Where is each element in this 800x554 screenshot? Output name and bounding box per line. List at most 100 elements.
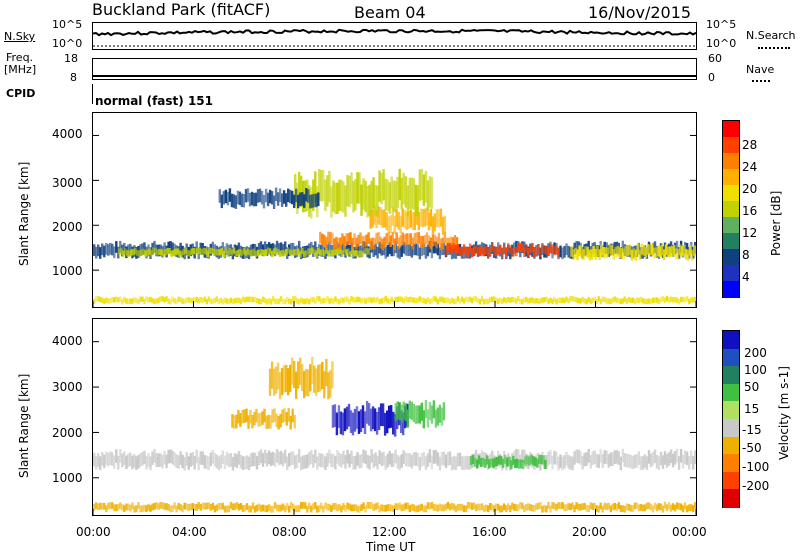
heatmap-cell [541, 297, 544, 303]
heatmap-cell [314, 502, 317, 509]
heatmap-cell [266, 247, 270, 254]
power-cbar-tick-8: 8 [742, 248, 750, 262]
heatmap-cell [491, 503, 494, 511]
freq-unit-label: [MHz] [4, 63, 37, 76]
heatmap-cell [138, 250, 141, 257]
heatmap-cell [399, 235, 402, 247]
heatmap-cell [390, 176, 393, 208]
heatmap-cell [389, 235, 392, 247]
heatmap-cell [288, 505, 291, 513]
heatmap-cell [542, 455, 545, 465]
heatmap-cell [272, 195, 276, 209]
heatmap-cell [408, 177, 411, 210]
heatmap-cell [308, 452, 311, 466]
heatmap-cell [336, 450, 339, 464]
power-cbar-tick-28: 28 [742, 138, 758, 152]
heatmap-cell [97, 296, 100, 302]
heatmap-cell [338, 299, 341, 305]
heatmap-cell [235, 297, 239, 303]
xaxis-label: Time UT [366, 540, 416, 554]
heatmap-cell [271, 409, 274, 423]
heatmap-cell [404, 502, 407, 510]
heatmap-cell [569, 296, 572, 302]
heatmap-cell [312, 503, 315, 510]
heatmap-cell [336, 504, 339, 512]
heatmap-cell [671, 503, 675, 510]
heatmap-cell [426, 180, 430, 212]
heatmap-cell [418, 296, 421, 302]
heatmap-cell [517, 296, 520, 302]
heatmap-cell [285, 364, 288, 392]
heatmap-cell [256, 189, 260, 203]
heatmap-cell [189, 453, 192, 467]
heatmap-cell [689, 244, 692, 256]
colorbar-segment [723, 153, 739, 170]
heatmap-cell [452, 455, 456, 470]
heatmap-cell [283, 408, 286, 422]
heatmap-cell [390, 453, 393, 467]
heatmap-cell [338, 179, 341, 212]
heatmap-cell [214, 249, 217, 256]
heatmap-cell [135, 297, 138, 304]
heatmap-cell [555, 503, 558, 511]
heatmap-cell [229, 453, 233, 467]
heatmap-cell [466, 247, 470, 257]
heatmap-cell [404, 403, 407, 422]
heatmap-cell [134, 248, 137, 255]
heatmap-cell [589, 455, 592, 469]
heatmap-cell [575, 449, 578, 463]
heatmap-cell [231, 503, 235, 511]
heatmap-cell [334, 296, 337, 302]
heatmap-cell [378, 170, 381, 202]
heatmap-cell [316, 505, 319, 513]
heatmap-cell [410, 297, 413, 303]
heatmap-cell [400, 296, 403, 303]
heatmap-cell [244, 250, 248, 257]
heatmap-cell [246, 188, 250, 202]
heatmap-cell [402, 298, 405, 304]
heatmap-cell [429, 237, 433, 250]
heatmap-cell [639, 296, 643, 303]
heatmap-cell [299, 192, 302, 207]
heatmap-cell [565, 243, 568, 256]
nave-tick-high: 60 [708, 52, 722, 65]
heatmap-cell [480, 503, 484, 511]
heatmap-cell [277, 298, 281, 304]
heatmap-cell [257, 413, 260, 427]
heatmap-cell [416, 244, 419, 256]
heatmap-cell [472, 246, 476, 256]
heatmap-cell [101, 243, 104, 256]
heatmap-cell [356, 296, 359, 302]
heatmap-cell [426, 409, 430, 428]
heatmap-cell [561, 247, 564, 260]
heatmap-cell [292, 503, 295, 511]
heatmap-cell [113, 455, 116, 470]
heatmap-cell [455, 237, 459, 249]
velocity-panel [92, 318, 697, 516]
heatmap-cell [298, 449, 301, 463]
heatmap-cell [386, 179, 389, 212]
heatmap-cell [173, 452, 176, 466]
colorbar-segment [723, 233, 739, 250]
heatmap-cell [491, 450, 494, 465]
heatmap-cell [353, 233, 356, 246]
heatmap-cell [388, 242, 391, 255]
heatmap-cell [541, 243, 544, 253]
heatmap-cell [592, 246, 595, 257]
heatmap-cell [348, 175, 351, 208]
heatmap-cell [332, 298, 335, 304]
heatmap-cell [346, 502, 349, 510]
heatmap-cell [225, 451, 229, 466]
heatmap-cell [482, 247, 486, 257]
heatmap-cell [604, 247, 607, 259]
heatmap-cell [661, 296, 665, 302]
heatmap-cell [342, 298, 345, 304]
heatmap-cell [442, 504, 446, 512]
heatmap-cell [335, 236, 338, 249]
heatmap-cell [402, 450, 405, 464]
heatmap-cell [147, 297, 150, 303]
heatmap-cell [300, 456, 303, 471]
heatmap-cell [431, 234, 435, 247]
heatmap-cell [252, 192, 256, 207]
heatmap-cell [370, 297, 373, 304]
